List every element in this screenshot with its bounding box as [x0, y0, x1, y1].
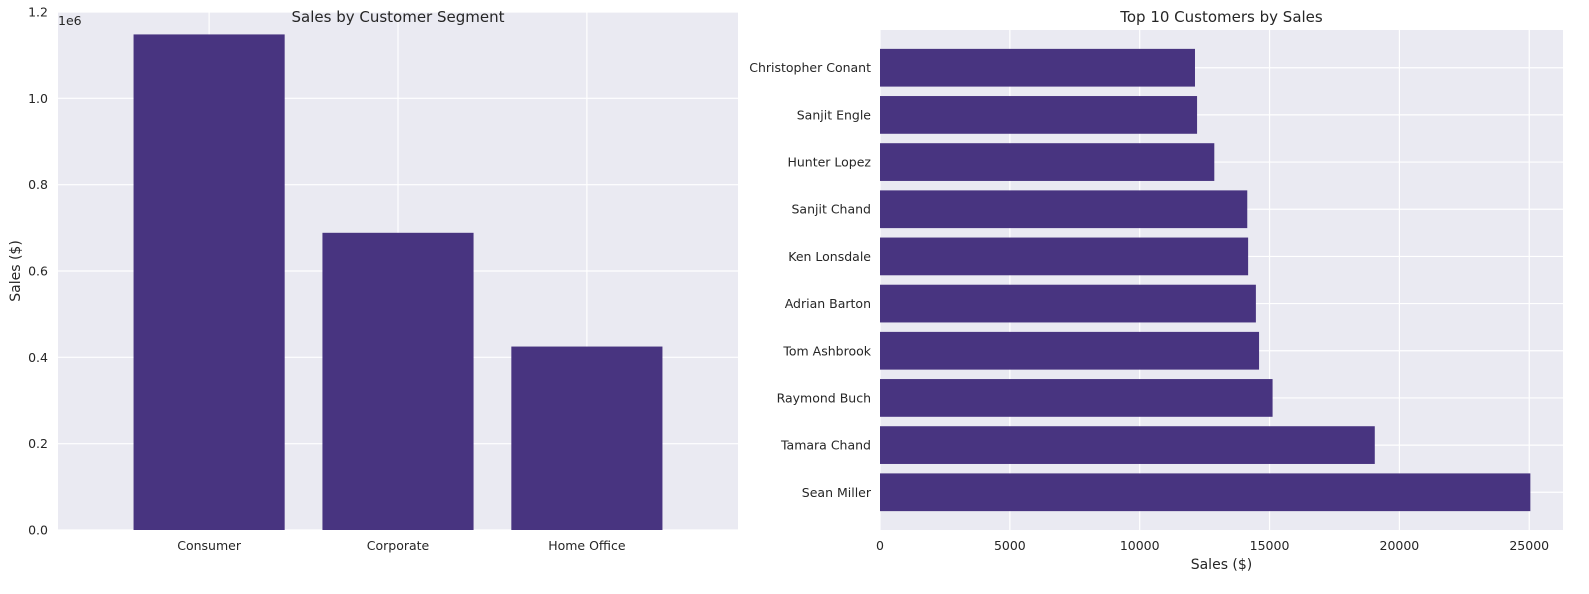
segment-sales-chart: 0.0 0.2 0.4 0.6 0.8 1.0 1.2 Consumer Corporate H…: [8, 5, 738, 553]
bar-adrian-barton: [880, 284, 1256, 323]
segment-chart-y-tick-label: 0.0: [28, 523, 48, 538]
segment-chart-x-tick-label: Home Office: [548, 538, 626, 553]
customers-chart-y-tick-label: Tom Ashbrook: [782, 343, 871, 358]
customers-chart-x-ticks: 0 5000 10000 15000 20000 25000: [876, 538, 1549, 553]
bar-tamara-chand: [880, 426, 1375, 464]
bar-raymond-buch: [880, 379, 1273, 417]
segment-chart-y-tick-label: 0.2: [28, 436, 48, 451]
customers-chart-bars: [880, 48, 1531, 512]
bar-ken-lonsdale: [880, 237, 1249, 276]
segment-chart-y-ticks: 0.0 0.2 0.4 0.6 0.8 1.0 1.2: [28, 5, 48, 538]
bar-hunter-lopez: [880, 143, 1215, 181]
segment-chart-y-tick-label: 0.8: [28, 177, 48, 192]
customers-chart-y-tick-label: Adrian Barton: [785, 296, 871, 311]
customers-chart-y-tick-label: Hunter Lopez: [787, 155, 871, 170]
customers-chart-y-ticks: Sean Miller Tamara Chand Raymond Buch Tom A…: [749, 60, 872, 500]
segment-chart-y-tick-label: 0.6: [28, 264, 48, 279]
customers-chart-y-tick-label: Christopher Conant: [749, 60, 871, 75]
bar-tom-ashbrook: [880, 331, 1260, 370]
customers-chart-y-tick-label: Sanjit Engle: [797, 107, 872, 122]
bar-sanjit-engle: [880, 96, 1198, 134]
customers-chart-x-tick-label: 15000: [1250, 538, 1290, 553]
bar-corporate: [322, 232, 474, 530]
segment-chart-bars: [133, 34, 663, 530]
segment-chart-x-tick-label: Corporate: [367, 538, 430, 553]
segment-chart-y-tick-label: 0.4: [28, 350, 48, 365]
segment-chart-title: Sales by Customer Segment: [292, 8, 505, 26]
customers-chart-x-tick-label: 10000: [1120, 538, 1160, 553]
customers-chart-x-tick-label: 25000: [1509, 538, 1549, 553]
bar-home-office: [511, 346, 663, 530]
segment-chart-y-axis-label: Sales ($): [8, 240, 24, 302]
customers-chart-y-tick-label: Raymond Buch: [777, 390, 871, 405]
segment-chart-x-ticks: Consumer Corporate Home Office: [177, 538, 626, 553]
segment-chart-y-tick-label: 1.0: [28, 91, 48, 106]
bar-sanjit-chand: [880, 190, 1248, 229]
customers-chart-y-tick-label: Sanjit Chand: [791, 202, 871, 217]
customers-chart-y-tick-label: Tamara Chand: [780, 438, 871, 453]
customers-chart-y-tick-label: Ken Lonsdale: [788, 249, 871, 264]
customers-chart-x-tick-label: 0: [876, 538, 884, 553]
customers-chart-x-axis-label: Sales ($): [1191, 557, 1253, 573]
segment-chart-x-tick-label: Consumer: [177, 538, 242, 553]
bar-consumer: [133, 34, 285, 530]
segment-chart-scale-offset: 1e6: [58, 13, 82, 28]
bar-sean-miller: [880, 473, 1531, 512]
segment-chart-y-tick-label: 1.2: [28, 5, 48, 20]
customers-chart-y-tick-label: Sean Miller: [802, 485, 872, 500]
customers-chart-x-tick-label: 20000: [1380, 538, 1420, 553]
customers-chart-title: Top 10 Customers by Sales: [1119, 8, 1323, 26]
top-customers-chart: Sean Miller Tamara Chand Raymond Buch Tom A…: [749, 8, 1563, 573]
customers-chart-x-tick-label: 5000: [994, 538, 1026, 553]
bar-christopher-conant: [880, 48, 1195, 87]
